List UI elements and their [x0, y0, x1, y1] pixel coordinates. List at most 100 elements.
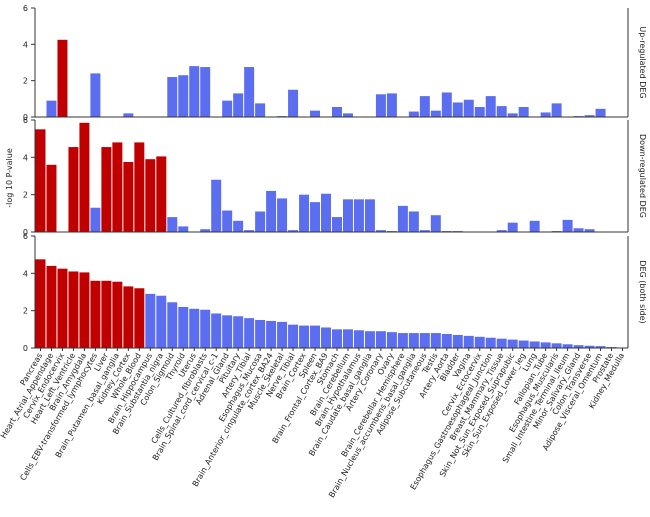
panel-title: Down-regulated DEG — [638, 134, 647, 218]
bar — [123, 113, 134, 117]
bar — [408, 111, 419, 117]
bar — [342, 329, 353, 348]
bar — [562, 344, 573, 348]
bar — [244, 230, 255, 232]
bar — [419, 333, 430, 348]
panel-title: Up-regulated DEG — [638, 26, 647, 98]
y-tick-label: 6 — [23, 232, 28, 241]
y-tick-label: 0 — [23, 228, 28, 237]
bar — [101, 147, 112, 232]
bar — [364, 331, 375, 348]
bar — [595, 108, 606, 117]
bar — [255, 103, 266, 117]
y-tick-label: 2 — [23, 77, 28, 86]
bar — [441, 92, 452, 117]
bar — [562, 219, 573, 232]
bar — [540, 342, 551, 348]
bar — [57, 39, 68, 117]
bar — [112, 281, 123, 348]
bar — [332, 107, 342, 117]
bar — [584, 115, 595, 117]
bar — [156, 295, 167, 348]
bar — [178, 306, 189, 348]
bar — [529, 220, 540, 232]
y-tick-label: 0 — [23, 344, 28, 353]
bar — [288, 89, 299, 117]
bar — [463, 335, 474, 348]
bar — [46, 164, 57, 232]
bar — [518, 107, 529, 117]
y-tick-label: 6 — [23, 4, 28, 13]
bar — [145, 159, 156, 232]
bar — [299, 325, 310, 348]
bar — [277, 198, 288, 232]
bar — [332, 217, 342, 232]
bar — [342, 199, 353, 232]
bar — [496, 106, 507, 117]
bar — [288, 230, 299, 232]
bar — [167, 217, 178, 232]
bar — [255, 320, 266, 348]
bar — [79, 122, 90, 232]
bar — [222, 100, 233, 117]
bar — [496, 338, 507, 348]
bar — [123, 162, 134, 232]
bar — [419, 230, 430, 232]
bar — [134, 288, 145, 348]
bar — [277, 321, 288, 348]
bar — [90, 207, 101, 232]
bar — [68, 147, 79, 232]
bar — [134, 142, 145, 232]
y-tick-label: 2 — [23, 191, 28, 200]
bar — [375, 94, 386, 117]
bar — [35, 259, 46, 348]
bar — [244, 67, 255, 117]
bar — [46, 265, 57, 348]
bar — [386, 332, 397, 348]
bar — [408, 333, 419, 348]
bar — [375, 331, 386, 348]
bar — [79, 272, 90, 348]
bar — [551, 343, 562, 348]
bar — [397, 205, 408, 232]
bar — [200, 229, 211, 232]
bar — [222, 210, 233, 232]
bar — [441, 334, 452, 348]
bar — [551, 103, 562, 117]
bar — [540, 112, 551, 117]
bar — [573, 228, 584, 232]
y-tick-label: 4 — [23, 40, 28, 49]
bar — [233, 316, 244, 348]
bar — [321, 327, 331, 348]
bar — [474, 336, 485, 348]
bar — [353, 199, 364, 232]
bar — [233, 220, 244, 232]
bar — [463, 99, 474, 117]
bar — [310, 202, 321, 232]
bar — [167, 302, 178, 348]
y-tick-label: 2 — [23, 307, 28, 316]
bar — [452, 334, 463, 348]
bar — [386, 93, 397, 117]
bar — [167, 77, 178, 117]
bar — [310, 110, 321, 117]
bar — [255, 211, 266, 232]
bar — [178, 226, 189, 232]
bar — [266, 320, 277, 348]
bar — [573, 345, 584, 348]
bar — [222, 315, 233, 348]
bar — [485, 96, 496, 117]
bar — [211, 313, 222, 348]
bar — [156, 156, 167, 232]
panel-title: DEG (both side) — [638, 260, 647, 323]
bar — [178, 75, 189, 117]
bar — [57, 268, 68, 348]
bar — [310, 325, 321, 348]
bar — [321, 193, 331, 232]
bar — [419, 96, 430, 117]
bar — [529, 341, 540, 348]
bar — [485, 337, 496, 348]
bar — [145, 293, 156, 348]
bar — [299, 194, 310, 232]
